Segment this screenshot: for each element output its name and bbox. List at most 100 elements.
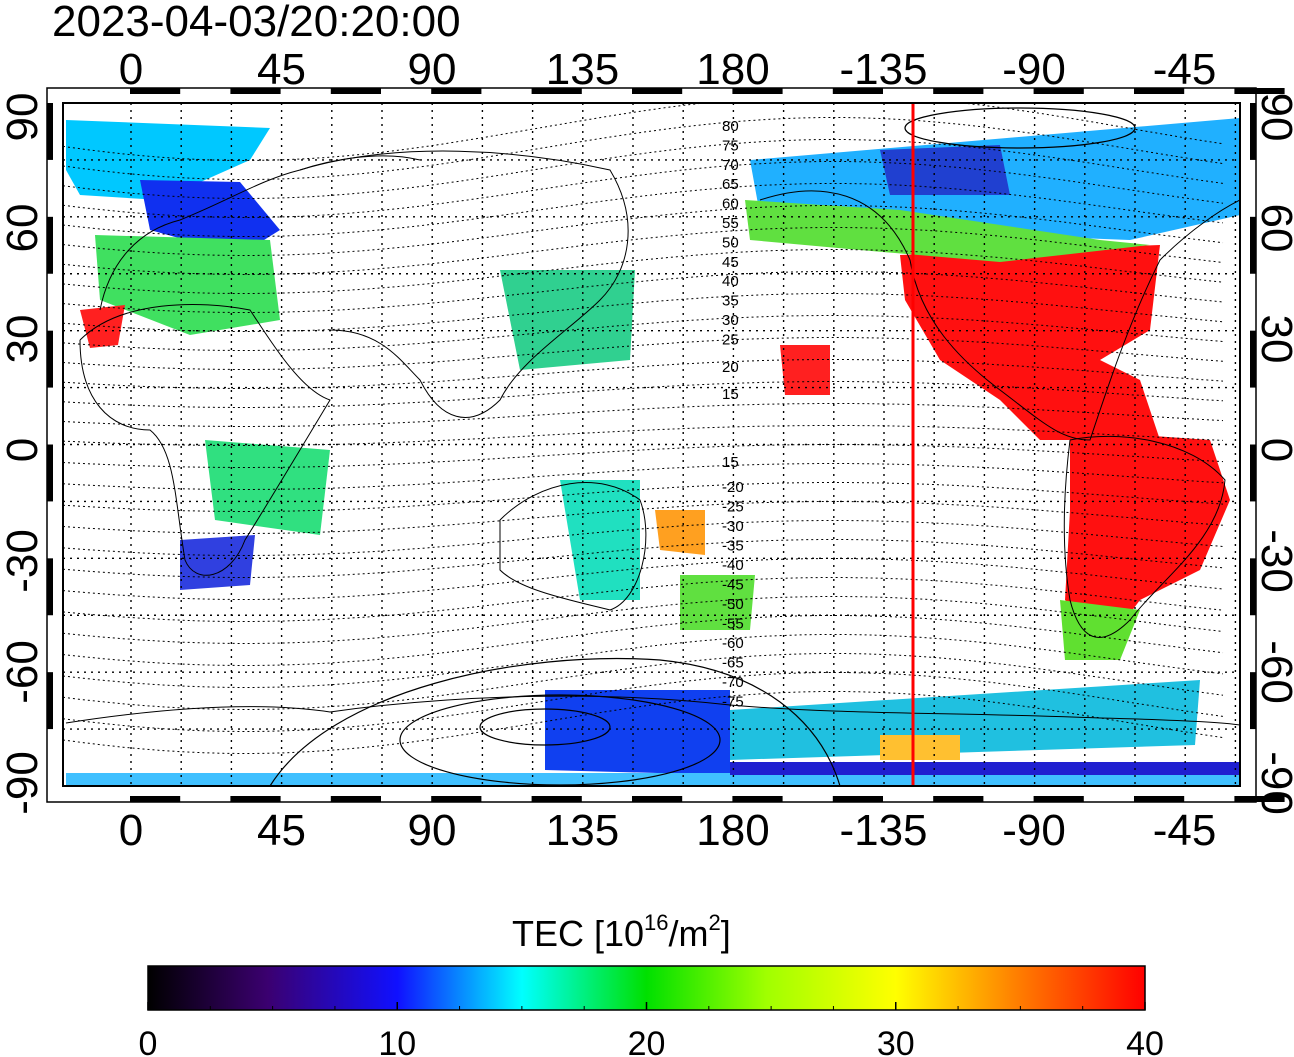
tec-region-australia-east <box>560 480 640 600</box>
lon-tick-label-bottom: -135 <box>839 806 927 855</box>
contour-line <box>63 482 1224 513</box>
tec-region-antarctic-orange <box>880 735 960 760</box>
contour-line <box>63 653 1224 711</box>
frame-band-right <box>1250 558 1256 616</box>
colorbar-tick-label: 10 <box>378 1025 416 1057</box>
contour-label: 70 <box>722 157 739 174</box>
contour-line <box>63 293 1224 333</box>
colorbar-title: TEC [1016/m2] <box>512 910 731 954</box>
lon-tick-label-bottom: -45 <box>1153 806 1217 855</box>
lat-tick-label-right: -60 <box>1252 640 1294 704</box>
contour-label: -55 <box>722 616 744 633</box>
contour-label: -20 <box>722 479 744 496</box>
frame-band-left <box>47 216 53 274</box>
frame-band-bottom <box>431 796 482 802</box>
tec-region-antarctic-east <box>730 680 1200 760</box>
contour-label: -40 <box>722 557 744 574</box>
frame-band-right <box>1250 672 1256 730</box>
contour-label: -35 <box>722 538 744 555</box>
frame-band-right <box>1250 216 1256 274</box>
lon-tick-label-bottom: 180 <box>696 806 769 855</box>
frame-band-top <box>1234 88 1285 94</box>
tec-region-north-america <box>900 245 1160 440</box>
map-frame <box>62 102 1241 787</box>
coastlines <box>65 150 1240 726</box>
lat-tick-label-right: 90 <box>1252 93 1294 142</box>
lat-tick-label-left: 30 <box>0 315 47 364</box>
tec-region-antarctic-west <box>545 690 730 775</box>
contour-labels-north: 80 75 70 65 60 55 50 45 40 35 30 25 20 15 <box>722 118 739 403</box>
lat-tick-label-left: 0 <box>0 438 47 462</box>
contour-line <box>63 315 1224 352</box>
frame-tick-bands <box>47 88 1285 802</box>
contour-line <box>63 205 1224 257</box>
contour-line <box>63 161 1224 219</box>
lat-tick-label-right: 30 <box>1252 315 1294 364</box>
contour-label: 40 <box>722 273 739 290</box>
lon-tick-label-top: 90 <box>408 45 457 94</box>
tec-region-east-africa <box>205 440 330 535</box>
contour-line <box>63 615 1224 667</box>
frame-band-left <box>47 103 53 160</box>
colorbar-title-prefix: TEC [10 <box>512 913 644 954</box>
contour-line <box>63 672 1224 733</box>
colorbar-ticks: 0 10 20 30 40 <box>139 1002 1164 1057</box>
contour-line <box>63 558 1224 601</box>
contour-line <box>63 337 1224 371</box>
tec-region-pacific-red <box>780 345 830 395</box>
contour-label: 65 <box>722 176 739 193</box>
contour-line <box>63 381 1224 409</box>
frame-band-top <box>933 88 984 94</box>
north-pole-loop <box>904 107 1136 149</box>
frame-band-top <box>230 88 281 94</box>
contour-line <box>63 463 1224 491</box>
colorbar-title-sup2: 2 <box>709 910 721 935</box>
contour-line <box>63 444 1224 469</box>
frame-band-top <box>832 88 883 94</box>
frame-band-top <box>732 88 783 94</box>
frame-band-right <box>1250 330 1256 388</box>
lon-tick-label-top: -135 <box>839 45 927 94</box>
contour-label: -25 <box>722 499 744 516</box>
colorbar-title-suffix: ] <box>721 913 731 954</box>
contour-label: 20 <box>722 359 739 376</box>
coastline-antarctica <box>65 695 1240 726</box>
contour-label: 60 <box>722 196 739 213</box>
contour-label: -60 <box>722 635 744 652</box>
lat-tick-label-left: 90 <box>0 93 47 142</box>
timestamp-title: 2023-04-03/20:20:00 <box>52 0 461 46</box>
lat-tick-label-left: -30 <box>0 529 47 593</box>
south-magnetic-pole-loops <box>269 107 1136 786</box>
lat-tick-label-right: 0 <box>1252 438 1294 462</box>
map-panel: 80 75 70 65 60 55 50 45 40 35 30 25 20 15 15 -20 -25 -30… <box>46 87 1285 803</box>
frame-band-left <box>47 444 53 502</box>
contour-label: 25 <box>722 331 739 348</box>
contour-label: -50 <box>722 596 744 613</box>
contour-label: -75 <box>722 694 744 711</box>
frame-band-left <box>47 558 53 616</box>
colorbar-tick-label: 20 <box>628 1025 666 1057</box>
contour-label: -30 <box>722 518 744 535</box>
frame-band-left <box>47 672 53 730</box>
coastline-australia <box>499 482 647 611</box>
lon-tick-label-top: 180 <box>696 45 769 94</box>
colorbar-tick-label: 40 <box>1126 1025 1164 1057</box>
tec-region-canada-band <box>745 200 1150 262</box>
contour-label: -45 <box>722 577 744 594</box>
frame-band-bottom <box>531 796 582 802</box>
contour-label: -70 <box>722 674 744 691</box>
lon-tick-label-bottom: 135 <box>546 806 619 855</box>
frame-band-right <box>1250 444 1256 502</box>
lon-tick-label-bottom: 0 <box>119 806 143 855</box>
lat-tick-label-left: -60 <box>0 640 47 704</box>
contour-line <box>63 271 1224 314</box>
pole-loop-inner <box>479 708 611 746</box>
contour-label: 50 <box>722 234 739 251</box>
frame-band-top <box>632 88 683 94</box>
contour-label: 45 <box>722 254 739 271</box>
frame-band-top <box>1033 88 1084 94</box>
contour-label: 35 <box>722 293 739 310</box>
frame-band-bottom <box>230 796 281 802</box>
lon-tick-label-top: 0 <box>119 45 143 94</box>
